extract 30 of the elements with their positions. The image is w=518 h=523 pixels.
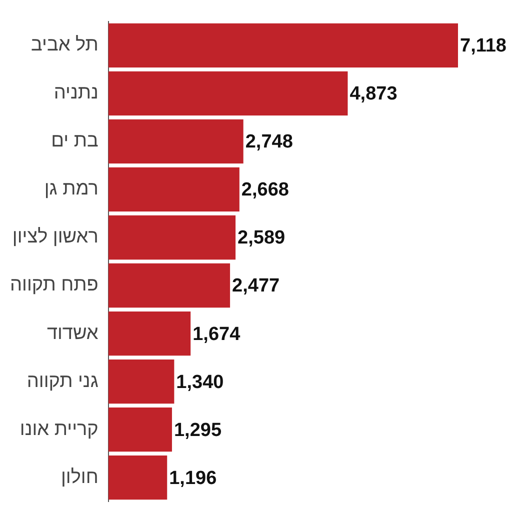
bar [108,215,236,260]
data-label: 2,477 [232,276,280,297]
bar [108,311,191,356]
data-label: 2,589 [238,228,286,249]
data-label: 1,295 [174,420,222,441]
bar [108,407,172,452]
data-label: 1,196 [169,468,217,489]
data-label: 1,674 [192,324,241,345]
y-tick-label: פתח תקווה [10,274,98,296]
data-label: 7,118 [460,36,506,57]
bar [108,23,458,68]
bar [108,167,240,212]
bar [108,71,348,116]
data-label: 1,340 [176,372,224,393]
bar [108,456,168,500]
y-tick-label: קריית אונו [20,418,98,440]
y-tick-label: בת ים [51,130,98,152]
y-tick-label: תל אביב [31,34,98,56]
data-label: 2,748 [245,132,293,153]
data-label: 4,873 [350,84,398,105]
bar [108,359,174,404]
y-tick-label: ראשון לציון [12,226,98,248]
data-label: 2,668 [241,180,289,201]
y-tick-label: רמת גן [44,178,98,200]
y-tick-label: גני תקווה [26,370,98,392]
bar [108,263,230,308]
y-tick-label: אשדוד [46,322,98,344]
y-tick-label: נתניה [54,82,98,104]
bar [108,119,244,164]
y-tick-label: חולון [60,466,98,488]
